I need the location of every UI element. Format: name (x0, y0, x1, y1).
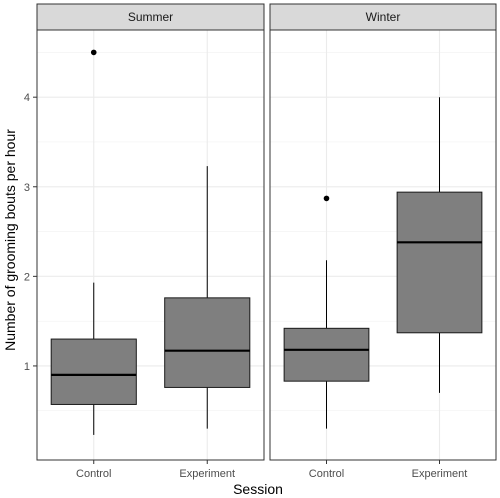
strip-background (269, 3, 497, 31)
y-axis-title: Number of grooming bouts per hour (2, 129, 18, 351)
panel-winter: Winter Control Experiment (269, 3, 497, 480)
y-tick-label: 2 (24, 271, 30, 283)
panels-layer: Summer Control Experiment 1 2 3 4 Winter Control… (24, 3, 497, 480)
x-axis-title: Session (233, 481, 283, 497)
outlier-point (323, 195, 330, 202)
panel-summer: Summer Control Experiment 1 2 3 4 (24, 3, 265, 480)
x-tick-label: Experiment (412, 468, 468, 480)
box-control (283, 195, 370, 429)
x-tick-label: Control (76, 468, 111, 480)
strip-label: Summer (128, 10, 173, 24)
box-experiment (164, 166, 251, 429)
y-tick-label: 1 (24, 361, 30, 373)
box-iqr (283, 327, 370, 382)
box-control (50, 49, 137, 435)
y-tick-label: 4 (24, 92, 30, 104)
x-tick-label: Experiment (179, 468, 235, 480)
panel-border (36, 29, 265, 461)
x-tick-label: Control (309, 468, 344, 480)
outlier-point (90, 49, 97, 56)
strip-label: Winter (366, 10, 401, 24)
strip-background (36, 3, 265, 31)
box-iqr (50, 338, 137, 405)
panel-border (269, 29, 497, 461)
box-iqr (164, 297, 251, 388)
y-tick-label: 3 (24, 182, 30, 194)
box-iqr (396, 191, 483, 334)
box-experiment (396, 97, 483, 393)
